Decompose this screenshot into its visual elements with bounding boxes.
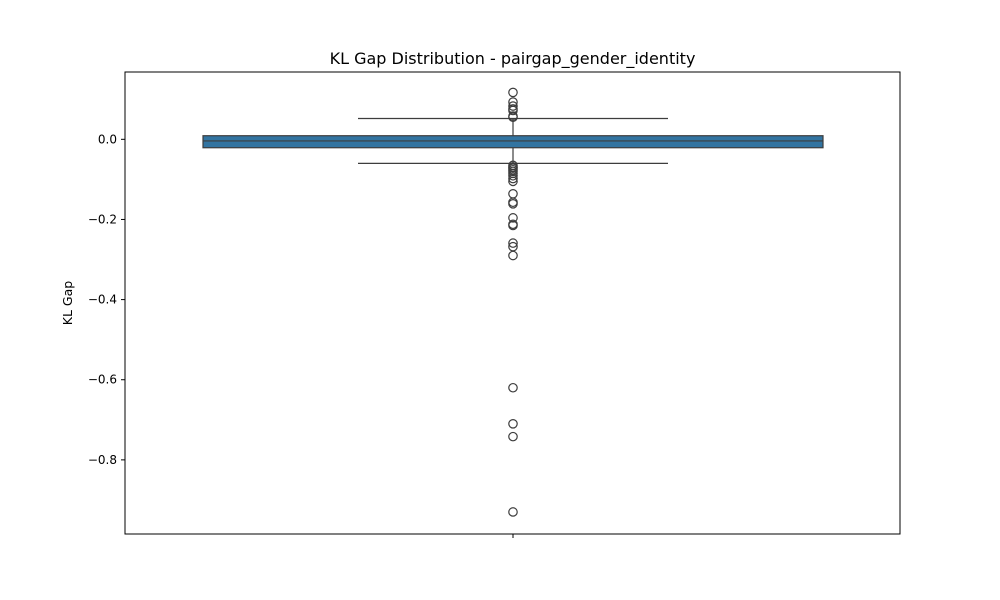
y-tick-label: 0.0 [98, 132, 117, 146]
outlier-point [508, 173, 518, 184]
y-tick-label: −0.2 [88, 212, 117, 226]
outlier-point [508, 170, 518, 181]
chart-title: KL Gap Distribution - pairgap_gender_ide… [330, 49, 696, 69]
outlier-point [508, 87, 518, 98]
outlier-point [508, 220, 518, 231]
outlier-point [508, 431, 518, 442]
y-axis-label: KL Gap [60, 281, 75, 325]
outlier-point [508, 199, 518, 209]
outlier-point [508, 250, 518, 261]
y-tick-label: −0.8 [88, 453, 117, 467]
outlier-point [508, 238, 518, 248]
outlier-point [508, 382, 518, 393]
outlier-point [508, 419, 518, 429]
outlier-point [508, 507, 518, 517]
outlier-point [508, 101, 518, 111]
plot-area [202, 87, 824, 517]
y-tick-label: −0.6 [88, 373, 117, 387]
y-tick-label: −0.4 [88, 293, 117, 307]
outlier-point [508, 176, 518, 187]
outlier-point [508, 213, 518, 223]
outlier-point [508, 105, 518, 116]
iqr-box [202, 135, 824, 149]
outlier-point [508, 112, 518, 123]
